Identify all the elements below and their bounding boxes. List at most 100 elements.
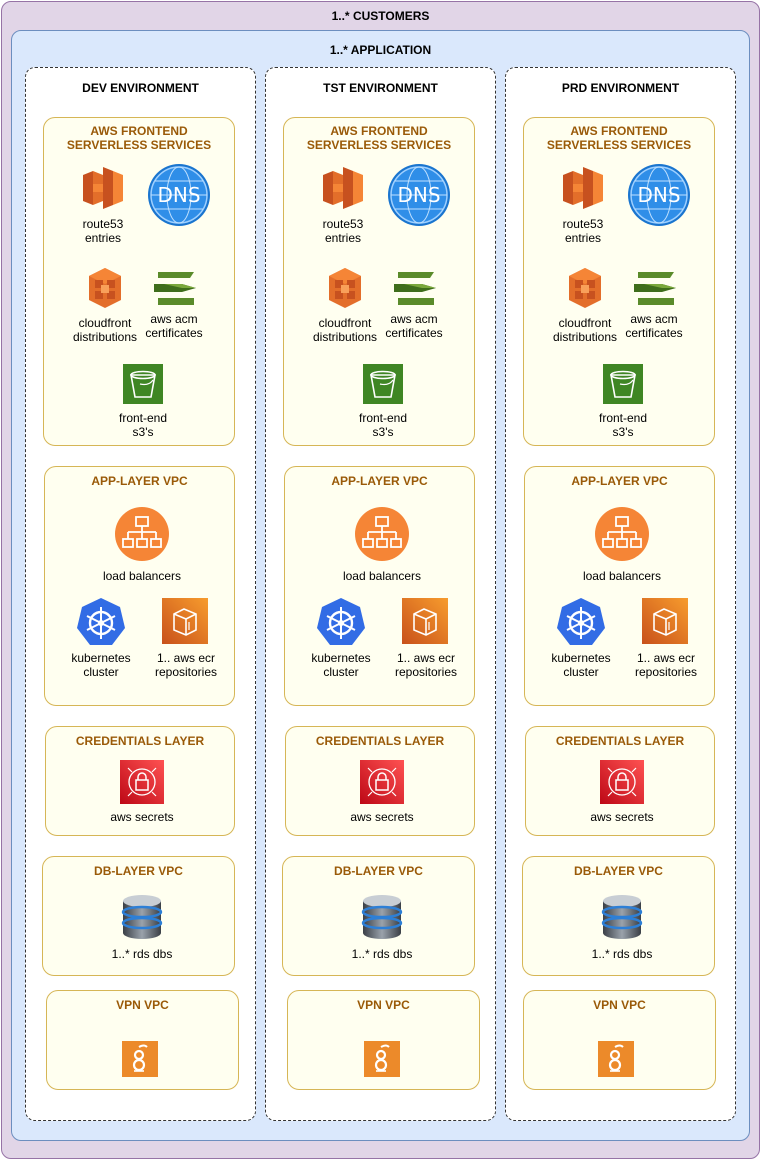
dns-icon: DNS [386,162,452,231]
kubernetes-icon [316,597,366,650]
acm-label: aws acm [630,312,678,326]
s3-label: front-end [598,411,648,425]
layer-title: APP-LAYER VPC [571,474,668,488]
app-layer-vpc: APP-LAYER VPC load balancers kubernetes c… [524,466,715,706]
rds-label: 1..* rds dbs [591,947,653,961]
kubernetes-label: kubernetes [311,651,371,665]
environment-title: PRD ENVIRONMENT [561,81,680,95]
db-layer-vpc: DB-LAYER VPC 1..* rds dbs [42,856,235,976]
route53-icon [561,165,605,214]
layer-title: AWS FRONTEND [570,124,668,138]
cloudfront-icon [327,266,363,313]
frontend-services-layer: AWS FRONTEND SERVERLESS SERVICES route53 e… [43,117,235,446]
ecr-repository-icon [402,598,448,647]
wireguard-vpn-icon [598,1041,634,1080]
cloudfront-label: distributions [72,330,138,344]
layer-title: DB-LAYER VPC [94,864,183,878]
ecr-label: repositories [634,665,698,679]
customers-title: 1..* CUSTOMERS [331,9,430,23]
acm-label: certificates [145,326,203,340]
load-balancer-label: load balancers [582,569,662,583]
dns-icon: DNS [146,162,212,231]
ecr-label: repositories [394,665,458,679]
acm-certificate-icon [392,270,438,311]
dns-text: DNS [397,183,441,207]
s3-bucket-icon [363,364,403,407]
s3-label: s3's [372,425,394,439]
app-layer-vpc: APP-LAYER VPC load balancers kubernetes c… [44,466,235,706]
layer-title: SERVERLESS SERVICES [306,138,452,152]
route53-label: entries [84,231,122,245]
acm-certificate-icon [152,270,198,311]
credentials-layer: CREDENTIALS LAYER aws secrets [45,726,235,836]
kubernetes-label: cluster [323,665,359,679]
ecr-repository-icon [162,598,208,647]
acm-label: certificates [385,326,443,340]
layer-title: APP-LAYER VPC [91,474,188,488]
s3-label: s3's [132,425,154,439]
layer-title: APP-LAYER VPC [331,474,428,488]
s3-label: front-end [358,411,408,425]
frontend-services-layer: AWS FRONTEND SERVERLESS SERVICES route53 e… [283,117,475,446]
layer-title: VPN VPC [593,998,646,1012]
s3-bucket-icon [603,364,643,407]
rds-database-icon [121,893,163,944]
kubernetes-label: kubernetes [551,651,611,665]
layer-title: DB-LAYER VPC [334,864,423,878]
environment-title: DEV ENVIRONMENT [82,81,199,95]
s3-label: s3's [612,425,634,439]
layer-title: CREDENTIALS LAYER [555,734,685,748]
load-balancer-icon [355,507,409,564]
environment-title: TST ENVIRONMENT [323,81,438,95]
cloudfront-label: distributions [312,330,378,344]
cloudfront-label: cloudfront [78,316,132,330]
kubernetes-label: cluster [83,665,119,679]
cloudfront-icon [87,266,123,313]
s3-label: front-end [118,411,168,425]
route53-label: route53 [562,217,604,231]
layer-title: DB-LAYER VPC [574,864,663,878]
wireguard-vpn-icon [364,1041,400,1080]
rds-database-icon [361,893,403,944]
wireguard-vpn-icon [122,1041,158,1080]
layer-title: CREDENTIALS LAYER [75,734,205,748]
acm-label: aws acm [150,312,198,326]
route53-label: route53 [322,217,364,231]
credentials-layer: CREDENTIALS LAYER aws secrets [525,726,715,836]
layer-title: AWS FRONTEND [90,124,188,138]
layer-title: VPN VPC [116,998,169,1012]
cloudfront-icon [567,266,603,313]
dns-text: DNS [157,183,201,207]
vpn-vpc: VPN VPC [287,990,480,1090]
load-balancer-icon [595,507,649,564]
kubernetes-icon [76,597,126,650]
dns-text: DNS [637,183,681,207]
ecr-label: 1.. aws ecr [636,651,696,665]
kubernetes-label: kubernetes [71,651,131,665]
layer-title: CREDENTIALS LAYER [315,734,445,748]
dns-icon: DNS [626,162,692,231]
route53-icon [81,165,125,214]
cloudfront-label: distributions [552,330,618,344]
kubernetes-label: cluster [563,665,599,679]
acm-label: certificates [625,326,683,340]
vpn-vpc: VPN VPC [46,990,239,1090]
kubernetes-icon [556,597,606,650]
layer-title: VPN VPC [357,998,410,1012]
s3-bucket-icon [123,364,163,407]
cloudfront-label: cloudfront [558,316,612,330]
ecr-label: repositories [154,665,218,679]
acm-certificate-icon [632,270,678,311]
db-layer-vpc: DB-LAYER VPC 1..* rds dbs [282,856,475,976]
secrets-manager-icon [360,760,404,807]
db-layer-vpc: DB-LAYER VPC 1..* rds dbs [522,856,715,976]
layer-title: AWS FRONTEND [330,124,428,138]
load-balancer-icon [115,507,169,564]
frontend-services-layer: AWS FRONTEND SERVERLESS SERVICES route53 e… [523,117,715,446]
secrets-manager-icon [120,760,164,807]
secrets-manager-icon [600,760,644,807]
cloudfront-label: cloudfront [318,316,372,330]
ecr-repository-icon [642,598,688,647]
rds-database-icon [601,893,643,944]
app-layer-vpc: APP-LAYER VPC load balancers kubernetes c… [284,466,475,706]
